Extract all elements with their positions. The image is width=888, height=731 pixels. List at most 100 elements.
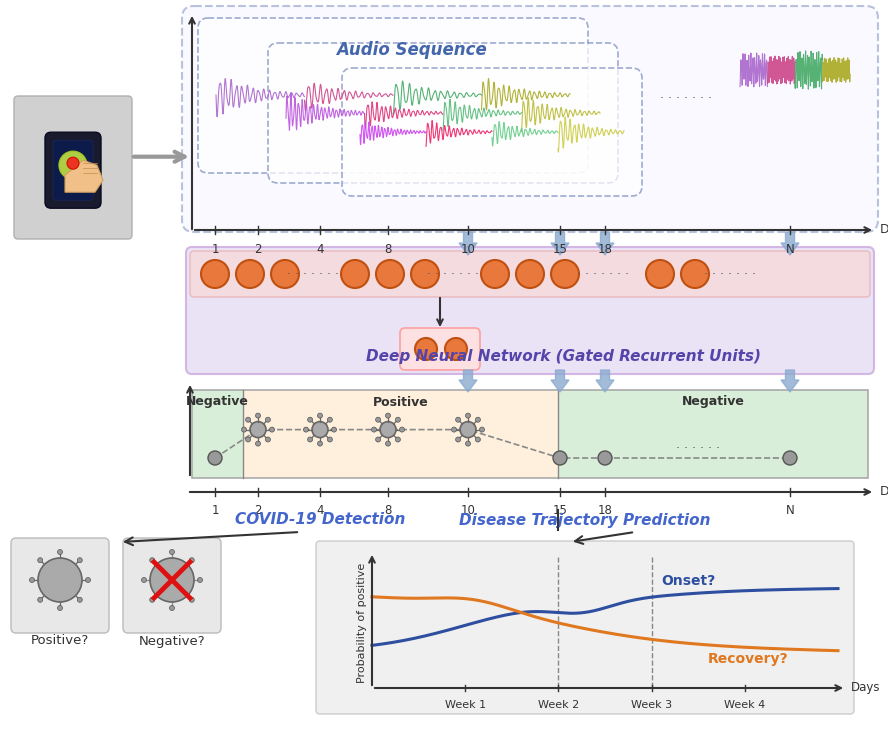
FancyBboxPatch shape bbox=[53, 140, 93, 200]
Circle shape bbox=[551, 260, 579, 288]
Circle shape bbox=[481, 260, 509, 288]
Text: 1: 1 bbox=[211, 243, 218, 256]
FancyBboxPatch shape bbox=[268, 43, 618, 183]
Circle shape bbox=[312, 422, 328, 438]
Circle shape bbox=[150, 597, 155, 602]
Polygon shape bbox=[459, 370, 477, 392]
Text: Week 2: Week 2 bbox=[538, 700, 579, 710]
Text: N: N bbox=[786, 504, 795, 517]
Circle shape bbox=[465, 413, 471, 418]
Circle shape bbox=[681, 260, 709, 288]
Polygon shape bbox=[781, 370, 799, 392]
Circle shape bbox=[465, 441, 471, 446]
Text: Week 4: Week 4 bbox=[725, 700, 765, 710]
Text: Recovery?: Recovery? bbox=[708, 652, 789, 666]
Text: Disease Trajectory Prediction: Disease Trajectory Prediction bbox=[459, 512, 710, 528]
Circle shape bbox=[269, 427, 274, 432]
Circle shape bbox=[77, 597, 83, 602]
Circle shape bbox=[376, 417, 381, 423]
FancyBboxPatch shape bbox=[198, 18, 588, 173]
Circle shape bbox=[395, 417, 400, 423]
FancyBboxPatch shape bbox=[186, 247, 874, 374]
Circle shape bbox=[58, 550, 62, 555]
Text: 4: 4 bbox=[316, 243, 324, 256]
Circle shape bbox=[37, 558, 43, 563]
Circle shape bbox=[451, 427, 456, 432]
Circle shape bbox=[400, 427, 405, 432]
Circle shape bbox=[475, 437, 480, 442]
Circle shape bbox=[456, 417, 461, 423]
Circle shape bbox=[475, 417, 480, 423]
Circle shape bbox=[256, 441, 260, 446]
Circle shape bbox=[341, 260, 369, 288]
Text: · · · · · · ·: · · · · · · · bbox=[704, 268, 756, 281]
Polygon shape bbox=[551, 232, 569, 255]
Text: 2: 2 bbox=[254, 504, 262, 517]
FancyBboxPatch shape bbox=[123, 538, 221, 633]
Polygon shape bbox=[781, 232, 799, 255]
Circle shape bbox=[201, 260, 229, 288]
FancyBboxPatch shape bbox=[182, 6, 878, 232]
Text: 15: 15 bbox=[552, 504, 567, 517]
Circle shape bbox=[553, 451, 567, 465]
Polygon shape bbox=[192, 390, 243, 478]
Circle shape bbox=[150, 558, 194, 602]
Circle shape bbox=[37, 597, 43, 602]
Circle shape bbox=[246, 417, 250, 423]
Text: 18: 18 bbox=[598, 504, 613, 517]
FancyBboxPatch shape bbox=[400, 328, 480, 370]
Text: · · · · · · ·: · · · · · · · bbox=[660, 91, 712, 105]
Text: 18: 18 bbox=[598, 243, 613, 256]
Circle shape bbox=[304, 427, 308, 432]
Circle shape bbox=[445, 338, 467, 360]
Text: 4: 4 bbox=[316, 504, 324, 517]
Circle shape bbox=[271, 260, 299, 288]
Circle shape bbox=[328, 417, 332, 423]
Circle shape bbox=[150, 558, 155, 563]
Circle shape bbox=[646, 260, 674, 288]
Text: · · · · · · ·: · · · · · · · bbox=[427, 268, 479, 281]
Circle shape bbox=[783, 451, 797, 465]
Circle shape bbox=[460, 422, 476, 438]
Text: 10: 10 bbox=[461, 504, 475, 517]
Text: 2: 2 bbox=[254, 243, 262, 256]
Circle shape bbox=[256, 413, 260, 418]
Circle shape bbox=[67, 157, 79, 169]
FancyBboxPatch shape bbox=[342, 68, 642, 196]
Text: Deep Neural Network (Gated Recurrent Units): Deep Neural Network (Gated Recurrent Uni… bbox=[366, 349, 760, 363]
Circle shape bbox=[380, 422, 396, 438]
Polygon shape bbox=[65, 160, 103, 192]
Text: Days: Days bbox=[851, 681, 881, 694]
Circle shape bbox=[38, 558, 82, 602]
Circle shape bbox=[307, 417, 313, 423]
Text: Days: Days bbox=[880, 485, 888, 499]
Text: · · · · · · ·: · · · · · · · bbox=[577, 268, 629, 281]
Text: Negative: Negative bbox=[682, 395, 744, 409]
Circle shape bbox=[385, 441, 391, 446]
Circle shape bbox=[58, 605, 62, 610]
Circle shape bbox=[242, 427, 247, 432]
Circle shape bbox=[411, 260, 439, 288]
Circle shape bbox=[598, 451, 612, 465]
Circle shape bbox=[318, 441, 322, 446]
Circle shape bbox=[516, 260, 544, 288]
Text: Positive?: Positive? bbox=[31, 635, 89, 648]
Circle shape bbox=[376, 260, 404, 288]
Circle shape bbox=[170, 605, 175, 610]
Circle shape bbox=[331, 427, 337, 432]
Text: Probability of positive: Probability of positive bbox=[357, 562, 367, 683]
Text: 1: 1 bbox=[211, 504, 218, 517]
Text: 8: 8 bbox=[385, 504, 392, 517]
Polygon shape bbox=[558, 390, 868, 478]
Circle shape bbox=[456, 437, 461, 442]
Text: COVID-19 Detection: COVID-19 Detection bbox=[234, 512, 405, 528]
FancyBboxPatch shape bbox=[316, 541, 854, 714]
Circle shape bbox=[197, 577, 202, 583]
Circle shape bbox=[415, 338, 437, 360]
Circle shape bbox=[395, 437, 400, 442]
Text: N: N bbox=[786, 243, 795, 256]
Circle shape bbox=[189, 597, 194, 602]
Circle shape bbox=[141, 577, 147, 583]
Text: · · · · · ·: · · · · · · bbox=[676, 442, 719, 455]
Circle shape bbox=[208, 451, 222, 465]
